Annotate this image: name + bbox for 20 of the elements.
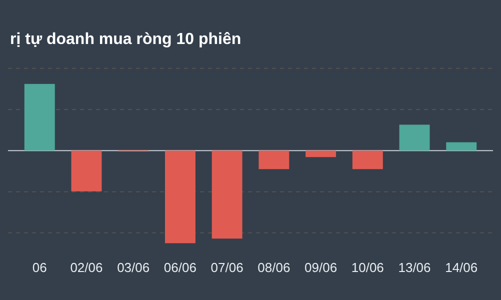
bar [306, 150, 336, 158]
x-tick-label: 08/06 [258, 260, 290, 275]
x-tick-label: 06 [32, 260, 47, 275]
bar [24, 84, 55, 151]
bar [164, 150, 196, 244]
x-tick-label: 03/06 [117, 260, 150, 275]
x-tick-label: 02/06 [70, 260, 103, 275]
x-tick-label: 10/06 [351, 260, 384, 275]
x-tick-label: 07/06 [210, 260, 244, 275]
bar [352, 150, 383, 170]
bar [446, 142, 477, 151]
bar [399, 124, 430, 151]
bar [71, 150, 102, 192]
x-tick-label: 13/06 [398, 260, 431, 275]
x-tick-label: 14/06 [445, 260, 478, 275]
x-tick-label: 06/06 [164, 260, 196, 275]
x-tick-label: 09/06 [304, 260, 338, 275]
chart-title: rị tự doanh mua ròng 10 phiên [10, 31, 242, 48]
bar [258, 150, 290, 170]
bar [212, 150, 242, 239]
